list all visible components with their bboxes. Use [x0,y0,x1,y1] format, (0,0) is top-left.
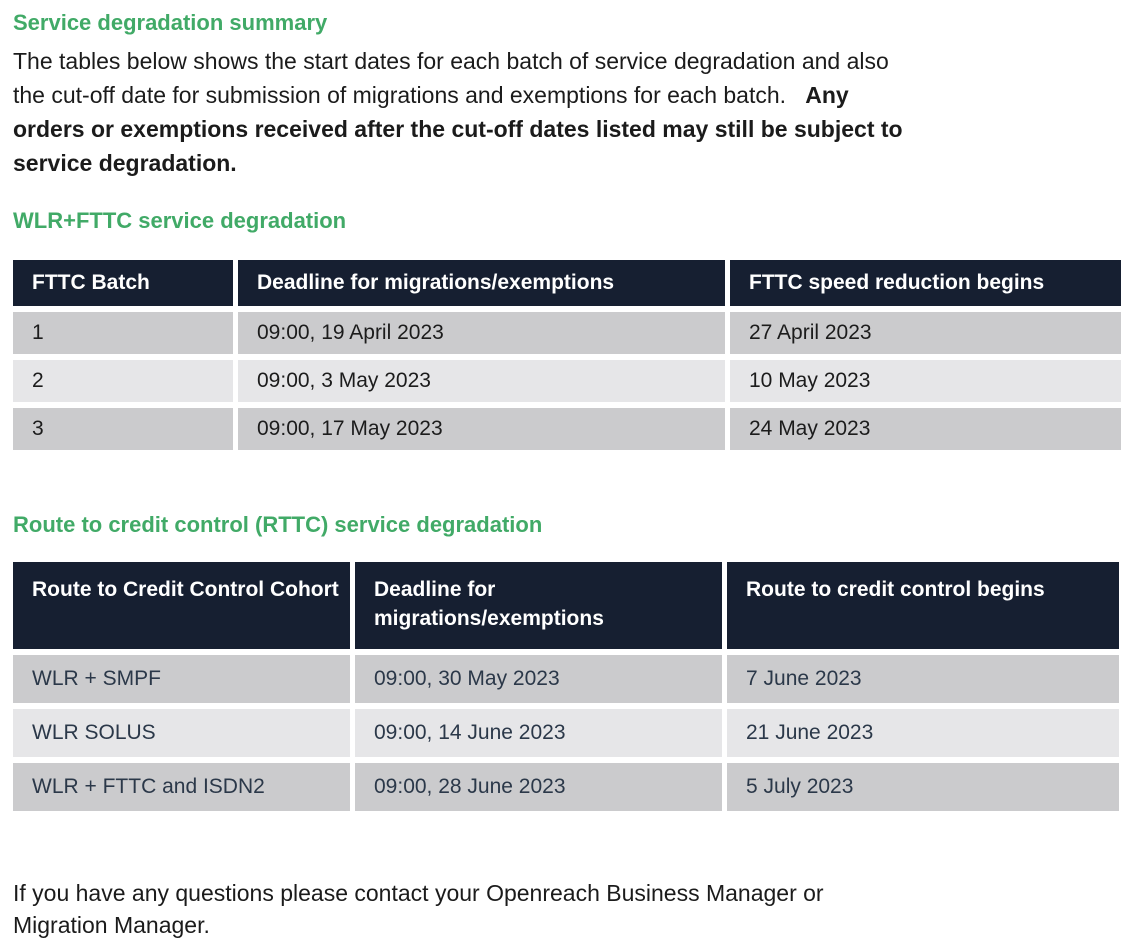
contact-line-2: Migration Manager. [13,912,210,938]
table-cell: WLR + FTTC and ISDN2 [13,763,350,811]
table-cell: 09:00, 3 May 2023 [238,360,725,402]
table-cell: 2 [13,360,233,402]
table-cell: 1 [13,312,233,354]
table-cell: WLR SOLUS [13,709,350,757]
intro-line-2-normal: the cut-off date for submission of migra… [13,82,806,108]
table-cell: WLR + SMPF [13,655,350,703]
summary-heading: Service degradation summary [13,10,328,35]
table-cell: 09:00, 28 June 2023 [355,763,722,811]
table-cell: 24 May 2023 [730,408,1121,450]
fttc-table: FTTC Batch Deadline for migrations/exemp… [13,260,1121,450]
rttc-header-cohort: Route to Credit Control Cohort [13,562,350,649]
table-cell: 10 May 2023 [730,360,1121,402]
table-cell: 27 April 2023 [730,312,1121,354]
fttc-section-heading: WLR+FTTC service degradation [13,208,347,233]
table-cell: 09:00, 19 April 2023 [238,312,725,354]
intro-line-2-bold: Any [805,82,849,108]
fttc-header-reduction-begins: FTTC speed reduction begins [730,260,1121,306]
intro-line-3: orders or exemptions received after the … [13,116,903,142]
table-cell: 3 [13,408,233,450]
table-cell: 09:00, 17 May 2023 [238,408,725,450]
rttc-section-heading: Route to credit control (RTTC) service d… [13,512,543,537]
rttc-header-deadline: Deadline for migrations/exemptions [355,562,722,649]
rttc-header-control-begins: Route to credit control begins [727,562,1119,649]
intro-line-4: service degradation. [13,150,237,176]
fttc-header-deadline: Deadline for migrations/exemptions [238,260,725,306]
table-cell: 7 June 2023 [727,655,1119,703]
table-cell: 09:00, 30 May 2023 [355,655,722,703]
rttc-table: Route to Credit Control Cohort Deadline … [13,562,1119,811]
contact-line-1: If you have any questions please contact… [13,880,824,906]
table-cell: 5 July 2023 [727,763,1119,811]
contact-paragraph: If you have any questions please contact… [13,877,1120,941]
table-cell: 09:00, 14 June 2023 [355,709,722,757]
intro-line-1: The tables below shows the start dates f… [13,48,889,74]
fttc-header-batch: FTTC Batch [13,260,233,306]
table-cell: 21 June 2023 [727,709,1119,757]
intro-line-2: the cut-off date for submission of migra… [13,78,1120,112]
intro-paragraph: The tables below shows the start dates f… [13,44,1120,180]
